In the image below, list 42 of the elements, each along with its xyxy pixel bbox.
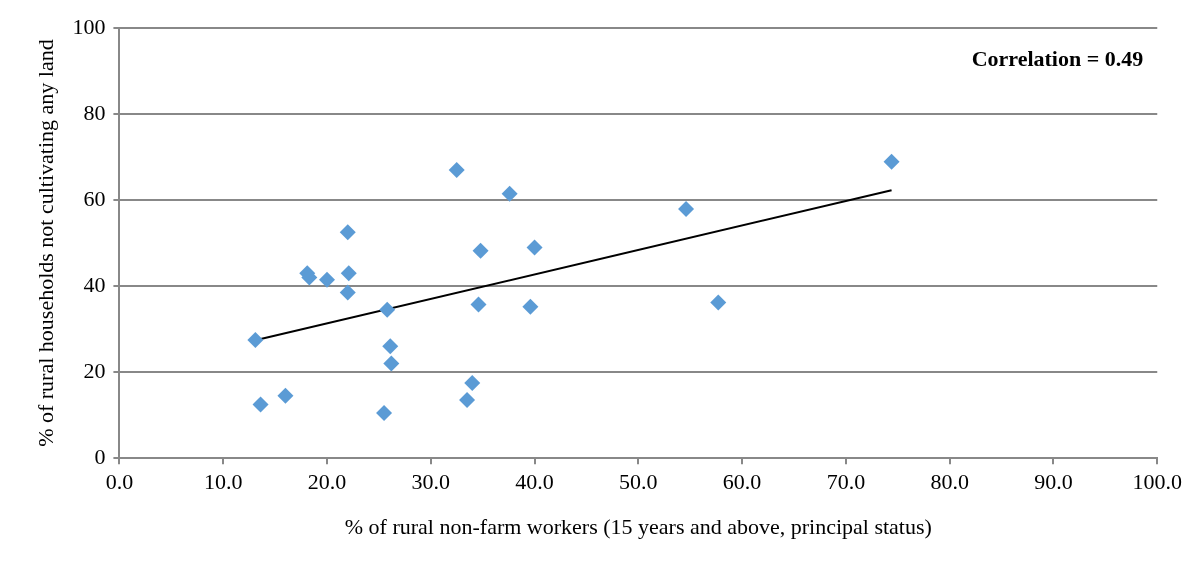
point [247, 331, 264, 348]
point [376, 405, 393, 422]
x-tick-label: 10.0 [203, 469, 243, 495]
point [464, 374, 481, 391]
point [339, 284, 356, 301]
point [678, 201, 695, 218]
x-tick-label: 50.0 [619, 469, 658, 495]
point [277, 387, 294, 404]
x-tick-label: 80.0 [930, 469, 969, 495]
x-tick-label: 20.0 [307, 469, 347, 495]
x-tick-label: 100.0 [1132, 469, 1182, 495]
y-tick-label: 40 [83, 271, 106, 297]
point [710, 294, 727, 311]
point [883, 153, 900, 170]
x-tick-label: 40.0 [515, 469, 554, 495]
y-tick-label: 80 [83, 99, 106, 125]
x-tick-label: 70.0 [826, 469, 866, 495]
x-tick-label: 30.0 [411, 469, 451, 495]
annotation: Correlation = 0.49 [971, 45, 1144, 71]
point [379, 301, 396, 318]
point [526, 239, 543, 256]
point [459, 392, 476, 409]
x-axis-title: % of rural non-farm workers (15 years and above, principal status) [344, 513, 932, 539]
x-tick-label: 0.0 [105, 469, 134, 495]
y-tick-label: 20 [83, 357, 106, 383]
y-tick-label: 100 [72, 13, 106, 39]
point [522, 298, 539, 315]
y-axis-title: % of rural households not cultivating any land [32, 39, 58, 447]
x-tick-label: 90.0 [1034, 469, 1073, 495]
point [383, 355, 400, 372]
point [340, 265, 357, 282]
point [470, 296, 487, 313]
x-tick-label: 60.0 [722, 469, 762, 495]
y-tick-label: 60 [83, 185, 106, 211]
point [501, 185, 518, 202]
point [448, 161, 465, 178]
point [472, 242, 489, 259]
y-tick-label: 0 [94, 443, 106, 469]
point [382, 338, 399, 355]
point [252, 396, 269, 413]
point [318, 271, 335, 288]
point [339, 224, 356, 241]
